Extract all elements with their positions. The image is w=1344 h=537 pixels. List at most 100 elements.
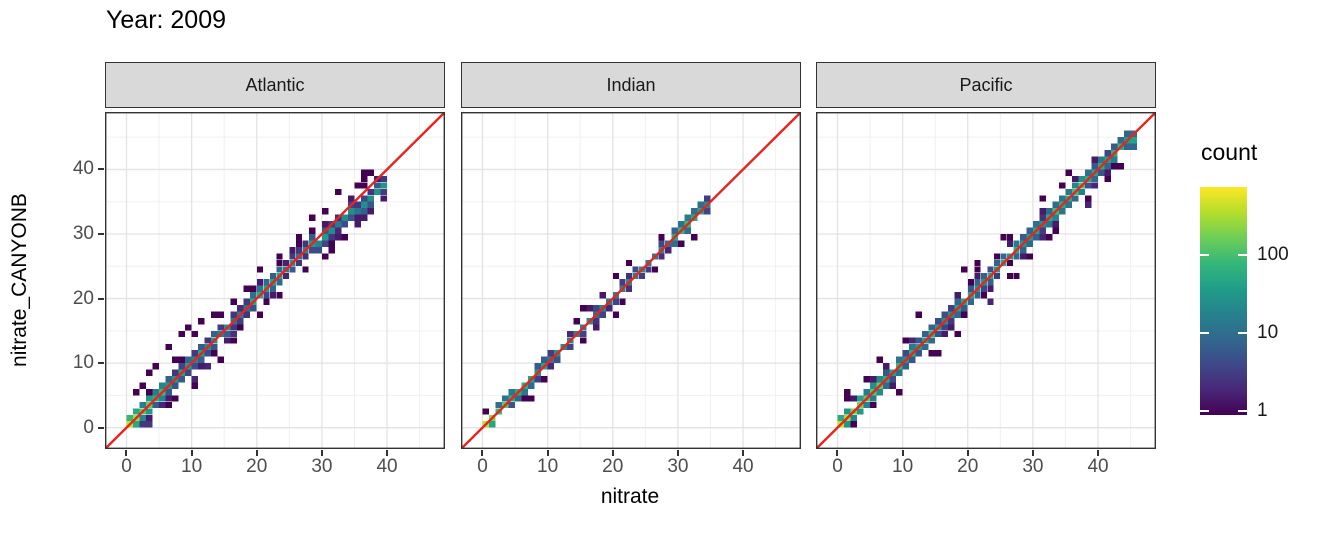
bin — [289, 246, 296, 254]
bin — [703, 195, 711, 202]
bin — [1058, 195, 1066, 202]
bin — [360, 214, 368, 221]
bin — [974, 279, 981, 286]
bin — [928, 337, 936, 344]
bin — [289, 253, 296, 260]
bin — [1052, 214, 1059, 221]
bin — [263, 279, 270, 286]
bin — [1045, 234, 1053, 241]
bin — [876, 376, 883, 383]
bin — [612, 298, 620, 305]
bin — [321, 240, 329, 247]
bin — [1085, 201, 1092, 209]
bin — [250, 292, 257, 299]
bin — [198, 356, 205, 364]
bin — [521, 395, 528, 402]
bin — [619, 298, 626, 305]
bin — [870, 395, 877, 402]
bin — [993, 272, 1001, 280]
bin — [928, 350, 936, 357]
bin — [697, 201, 704, 209]
bin — [347, 208, 355, 215]
bin — [1091, 175, 1098, 183]
bin — [889, 376, 896, 383]
bin — [321, 234, 329, 241]
bin — [302, 253, 309, 260]
bin — [580, 330, 587, 338]
bin — [276, 266, 283, 273]
bin — [915, 350, 923, 357]
bin — [1085, 195, 1092, 202]
bin — [308, 234, 316, 241]
bin — [126, 414, 133, 422]
bin — [380, 175, 387, 183]
x-tick-label: 10 — [892, 456, 914, 477]
bin — [625, 285, 633, 292]
x-tick-label: 30 — [667, 456, 689, 477]
bin — [1006, 240, 1014, 247]
bin — [580, 337, 587, 344]
bin — [664, 246, 672, 254]
bin — [308, 246, 316, 254]
bin — [380, 195, 387, 202]
bin — [367, 201, 374, 209]
bin — [1130, 143, 1137, 150]
bin — [328, 246, 335, 254]
bin — [263, 298, 270, 305]
bin — [1065, 201, 1072, 209]
bin — [967, 285, 975, 292]
y-tick-mark — [98, 426, 104, 429]
bin — [282, 272, 290, 280]
bin — [185, 356, 192, 364]
bin — [1006, 272, 1014, 280]
y-axis-title: nitrate_CANYONB — [8, 193, 31, 367]
bin — [178, 330, 185, 338]
bin — [367, 208, 374, 215]
bin — [380, 188, 387, 196]
bin — [489, 421, 496, 428]
x-tick-mark — [1031, 450, 1034, 456]
bin — [139, 421, 146, 428]
x-tick-mark — [190, 450, 193, 456]
bin — [1032, 234, 1040, 241]
bin — [876, 356, 883, 364]
x-tick-label: 20 — [957, 456, 979, 477]
bin — [863, 388, 870, 396]
bin — [619, 279, 626, 286]
bin — [1026, 240, 1033, 247]
bin — [243, 298, 251, 305]
bin — [198, 363, 205, 370]
x-tick-mark — [481, 450, 484, 456]
bin — [690, 234, 698, 241]
bin — [651, 266, 659, 273]
bin — [360, 169, 368, 176]
bin — [876, 388, 883, 396]
bin — [573, 317, 581, 325]
bin — [1091, 156, 1098, 163]
bin — [599, 311, 607, 318]
legend-title: count — [1201, 139, 1258, 165]
bin — [139, 382, 146, 389]
bin — [159, 382, 166, 389]
x-tick-label: 40 — [732, 456, 754, 477]
bin — [1124, 143, 1131, 150]
bin — [211, 350, 218, 357]
bin — [198, 343, 205, 351]
bin — [922, 330, 929, 338]
bin — [987, 298, 994, 305]
bin — [528, 395, 535, 402]
bin — [191, 376, 199, 383]
legend-tick-label: 1 — [1257, 399, 1268, 421]
bin — [152, 388, 159, 396]
bin — [230, 324, 238, 331]
bin — [967, 298, 975, 305]
bin — [515, 395, 522, 402]
y-tick-mark — [98, 297, 104, 300]
bin — [547, 350, 555, 357]
bin — [1026, 227, 1033, 234]
bin — [1078, 188, 1085, 196]
bin — [586, 305, 594, 312]
bin — [703, 208, 711, 215]
bin — [380, 182, 387, 189]
bin — [191, 330, 199, 338]
